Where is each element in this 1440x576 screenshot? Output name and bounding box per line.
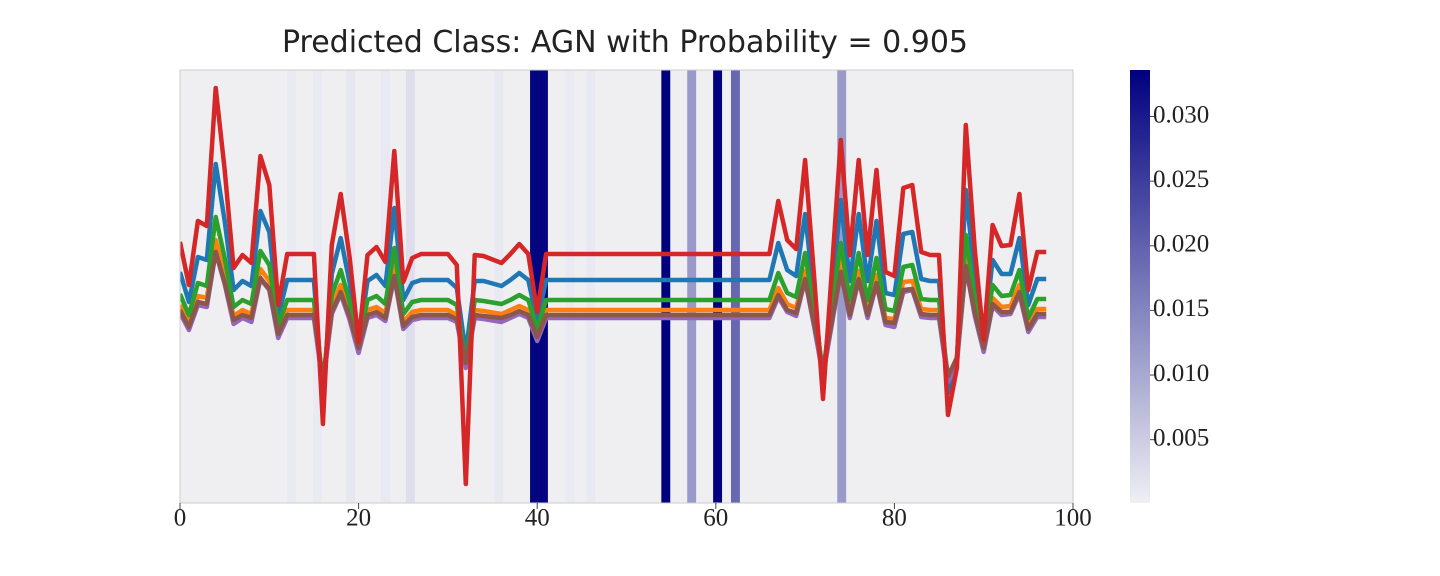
colorbar-tick-label: 0.010 — [1153, 360, 1209, 387]
x-tick-label: 0 — [174, 505, 187, 532]
attribution-cell — [730, 70, 740, 503]
attribution-cell — [713, 70, 723, 503]
series-line — [180, 85, 1047, 487]
attribution-cell — [287, 70, 297, 503]
colorbar — [1130, 70, 1150, 503]
colorbar-tick-label: 0.020 — [1153, 231, 1209, 258]
chart-title: Predicted Class: AGN with Probability = … — [282, 25, 968, 60]
x-tick-label: 100 — [1054, 505, 1092, 532]
colorbar-tick-label: 0.015 — [1153, 295, 1209, 322]
attribution-cell — [565, 70, 575, 503]
attribution-cell — [586, 70, 596, 503]
attribution-cell — [687, 70, 697, 503]
x-tick-label: 60 — [703, 505, 728, 532]
colorbar-tick-label: 0.005 — [1153, 424, 1209, 451]
colorbar-tick-label: 0.030 — [1153, 101, 1209, 128]
attribution-cell — [661, 70, 671, 503]
x-tick-label: 40 — [525, 505, 550, 532]
plot-frame — [179, 69, 1074, 504]
colorbar-tick-label: 0.025 — [1153, 166, 1209, 193]
lines-layer — [180, 85, 1047, 487]
x-tick-label: 20 — [346, 505, 371, 532]
x-tick-label: 80 — [882, 505, 907, 532]
